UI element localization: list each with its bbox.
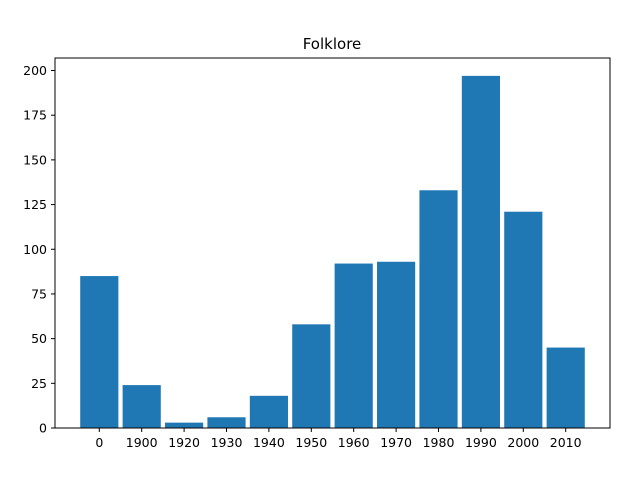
x-axis: 0 1900 1920 1930 1940 1950 1960 1970 1980 1990 200… xyxy=(95,428,582,450)
x-tick-label: 1960 xyxy=(338,435,370,450)
y-tick-label: 25 xyxy=(31,376,47,391)
x-tick-label: 1920 xyxy=(168,435,200,450)
chart-title: Folklore xyxy=(303,35,362,53)
bar-2000 xyxy=(504,211,543,428)
y-tick-label: 175 xyxy=(23,108,47,123)
bar-0 xyxy=(80,276,119,428)
bars-group xyxy=(80,75,585,429)
y-tick-label: 0 xyxy=(39,421,47,436)
bar-1980 xyxy=(419,190,458,428)
bar-1950 xyxy=(292,324,331,428)
x-tick-label: 1980 xyxy=(423,435,455,450)
y-tick-label: 100 xyxy=(23,242,47,257)
y-tick-label: 50 xyxy=(31,331,47,346)
bar-1940 xyxy=(249,395,288,428)
x-tick-label: 1950 xyxy=(295,435,327,450)
y-tick-label: 75 xyxy=(31,286,47,301)
x-tick-label: 1930 xyxy=(211,435,243,450)
bar-1990 xyxy=(461,75,500,429)
bar-1900 xyxy=(122,385,161,428)
bar-1920 xyxy=(165,422,204,428)
bar-1970 xyxy=(377,261,416,428)
x-tick-label: 2000 xyxy=(507,435,539,450)
x-tick-label: 1970 xyxy=(380,435,412,450)
plot-frame xyxy=(54,57,611,429)
y-tick-label: 200 xyxy=(23,63,47,78)
x-tick-label: 0 xyxy=(95,435,103,450)
x-tick-label: 1900 xyxy=(126,435,158,450)
y-tick-label: 150 xyxy=(23,152,47,167)
bar-1960 xyxy=(334,263,373,428)
bar-2010 xyxy=(546,347,585,428)
y-axis: 0 25 50 75 100 125 150 175 200 xyxy=(23,63,55,436)
y-tick-label: 125 xyxy=(23,197,47,212)
x-tick-label: 1940 xyxy=(253,435,285,450)
bar-1930 xyxy=(207,417,246,428)
x-tick-label: 2010 xyxy=(550,435,582,450)
x-tick-label: 1990 xyxy=(465,435,497,450)
